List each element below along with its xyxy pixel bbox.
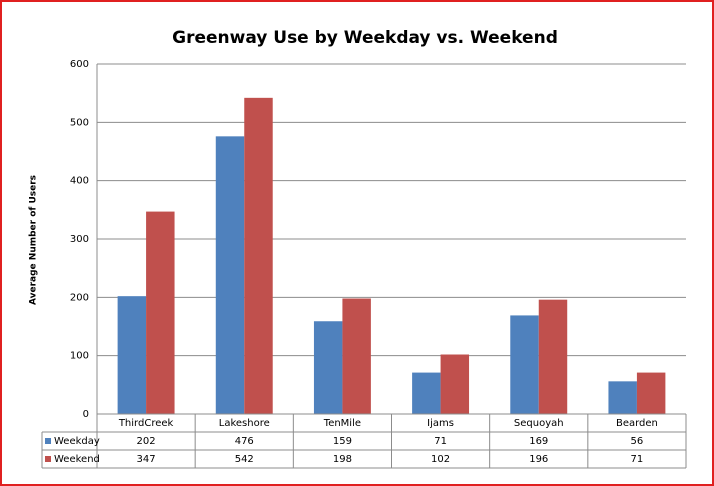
table-value: 542 bbox=[235, 454, 254, 465]
table-value: 159 bbox=[333, 436, 352, 447]
bar bbox=[510, 315, 539, 414]
y-tick-label: 500 bbox=[70, 117, 89, 128]
table-value: 347 bbox=[137, 454, 156, 465]
bar bbox=[440, 354, 470, 414]
table-value: 71 bbox=[631, 454, 644, 465]
x-tick-label: TenMile bbox=[323, 418, 361, 429]
y-tick-label: 400 bbox=[70, 176, 89, 187]
table-value: 202 bbox=[137, 436, 156, 447]
x-tick-label: Ijams bbox=[427, 418, 454, 429]
bar bbox=[636, 372, 666, 414]
bar bbox=[215, 136, 245, 415]
y-tick-label: 100 bbox=[70, 351, 89, 362]
table-value: 56 bbox=[631, 436, 644, 447]
bar bbox=[117, 296, 147, 414]
table-value: 198 bbox=[333, 454, 352, 465]
chart-title: Greenway Use by Weekday vs. Weekend bbox=[172, 28, 558, 48]
bar bbox=[412, 372, 441, 414]
table-value: 102 bbox=[431, 454, 450, 465]
bar bbox=[608, 381, 637, 414]
y-axis-label: Average Number of Users bbox=[29, 175, 39, 305]
bar bbox=[244, 97, 273, 414]
legend-label: Weekday bbox=[54, 436, 100, 447]
legend-key bbox=[45, 456, 51, 462]
table-value: 169 bbox=[529, 436, 548, 447]
bar bbox=[313, 321, 343, 414]
table-value: 476 bbox=[235, 436, 254, 447]
legend-key bbox=[45, 438, 51, 444]
y-tick-label: 300 bbox=[70, 234, 89, 245]
x-tick-label: ThirdCreek bbox=[118, 418, 174, 429]
bar bbox=[342, 298, 371, 414]
y-tick-label: 200 bbox=[70, 292, 89, 303]
table-value: 196 bbox=[529, 454, 548, 465]
x-tick-label: Lakeshore bbox=[219, 418, 270, 429]
x-tick-label: Bearden bbox=[616, 418, 658, 429]
table-value: 71 bbox=[434, 436, 447, 447]
legend-label: Weekend bbox=[54, 454, 100, 465]
y-tick-label: 0 bbox=[83, 409, 89, 420]
bar bbox=[538, 299, 568, 414]
bar bbox=[146, 211, 175, 414]
y-tick-label: 600 bbox=[70, 59, 89, 70]
x-tick-label: Sequoyah bbox=[514, 418, 564, 429]
